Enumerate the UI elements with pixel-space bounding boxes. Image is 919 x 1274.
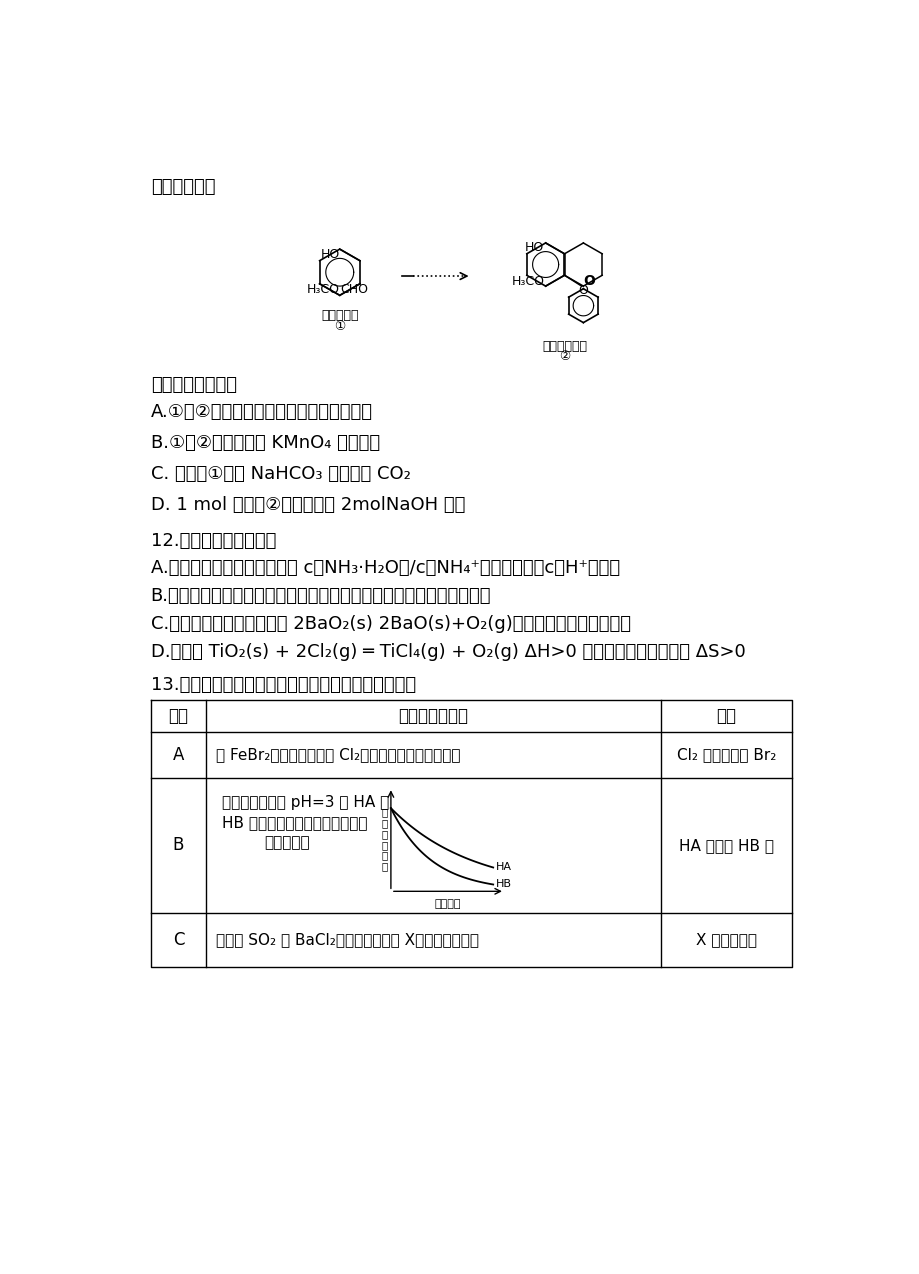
- Text: CHO: CHO: [340, 283, 368, 296]
- Text: C: C: [173, 931, 184, 949]
- Text: HO: HO: [525, 242, 544, 255]
- Text: ①: ①: [334, 320, 345, 333]
- Text: HA 酸性比 HB 弱: HA 酸性比 HB 弱: [678, 838, 773, 854]
- Text: （香兰素）: （香兰素）: [321, 310, 358, 322]
- Text: O: O: [578, 284, 587, 297]
- Text: D.　反应 TiO₂(s) + 2Cl₂(g) ═ TiCl₄(g) + O₂(g) ΔH>0 能自发进行，其原因是 ΔS>0: D. 反应 TiO₂(s) + 2Cl₂(g) ═ TiCl₄(g) + O₂(…: [151, 642, 744, 661]
- Text: 实验操作和现象: 实验操作和现象: [398, 707, 468, 725]
- Text: X 具有氧化性: X 具有氧化性: [695, 933, 756, 948]
- Text: HB 两种酸分别加水稺释，溶液导: HB 两种酸分别加水稺释，溶液导: [221, 815, 367, 831]
- Text: 结论: 结论: [716, 707, 736, 725]
- Text: 溶
液
导
电
能
力: 溶 液 导 电 能 力: [381, 808, 388, 871]
- Text: A.①、②分子中碳原子一定都处于同一平面: A.①、②分子中碳原子一定都处于同一平面: [151, 403, 372, 422]
- Text: C. 化合物①能与 NaHCO₃ 反应产生 CO₂: C. 化合物①能与 NaHCO₃ 反应产生 CO₂: [151, 465, 410, 483]
- Text: HB: HB: [495, 879, 511, 889]
- Text: B.①、②均能使酸性 KMnO₄ 溶液褮色: B.①、②均能使酸性 KMnO₄ 溶液褮色: [151, 434, 380, 452]
- Text: 12.　下列说法正确的是: 12. 下列说法正确的是: [151, 531, 276, 549]
- Text: 电能力如图: 电能力如图: [265, 834, 310, 850]
- Text: H₃CO: H₃CO: [306, 283, 339, 296]
- Text: B.　因为合金在潮湿的空气中易形成原电池，所以合金耐腐蚀性都较差: B. 因为合金在潮湿的空气中易形成原电池，所以合金耐腐蚀性都较差: [151, 587, 491, 605]
- Text: Cl₂ 氧化性强于 Br₂: Cl₂ 氧化性强于 Br₂: [676, 748, 776, 763]
- Text: H₃CO: H₃CO: [511, 275, 544, 288]
- Text: 常温下，等体积 pH=3 的 HA 和: 常温下，等体积 pH=3 的 HA 和: [221, 795, 389, 810]
- Text: （黄檘内酯）: （黄檘内酯）: [541, 340, 586, 353]
- Text: B: B: [173, 837, 184, 855]
- Text: 选项: 选项: [168, 707, 188, 725]
- Text: 向溶有 SO₂ 的 BaCl₂溶液中通入气体 X，出现白色沉淠: 向溶有 SO₂ 的 BaCl₂溶液中通入气体 X，出现白色沉淠: [216, 933, 478, 948]
- Text: O: O: [583, 274, 595, 288]
- Text: 下列说法正确的是: 下列说法正确的是: [151, 376, 236, 394]
- Text: HA: HA: [495, 862, 511, 873]
- Text: 向 FeBr₂溶液中通入适量 Cl₂，溶液由浅绿色变为黄色: 向 FeBr₂溶液中通入适量 Cl₂，溶液由浅绿色变为黄色: [216, 748, 460, 763]
- Text: ②: ②: [558, 350, 570, 363]
- Text: 下图所示）。: 下图所示）。: [151, 177, 215, 195]
- Text: 13.　下列根据实验操作和现象所得出的结论正确的是: 13. 下列根据实验操作和现象所得出的结论正确的是: [151, 676, 415, 694]
- Text: A: A: [173, 747, 184, 764]
- Text: 溶液体积: 溶液体积: [434, 899, 460, 910]
- Text: A.　氨水加水稺释后，溶液中 c（NH₃·H₂O）/c（NH₄⁺）的值减小，c（H⁺）增大: A. 氨水加水稺释后，溶液中 c（NH₃·H₂O）/c（NH₄⁺）的值减小，c（…: [151, 559, 619, 577]
- Text: D. 1 mol 化合物②最多只能与 2molNaOH 反应: D. 1 mol 化合物②最多只能与 2molNaOH 反应: [151, 496, 464, 513]
- Text: C.　一定温度下，增大反应 2BaO₂(s) 2BaO(s)+O₂(g)容器的体积，平衡不移动: C. 一定温度下，增大反应 2BaO₂(s) 2BaO(s)+O₂(g)容器的体…: [151, 615, 630, 633]
- Text: HO: HO: [320, 248, 339, 261]
